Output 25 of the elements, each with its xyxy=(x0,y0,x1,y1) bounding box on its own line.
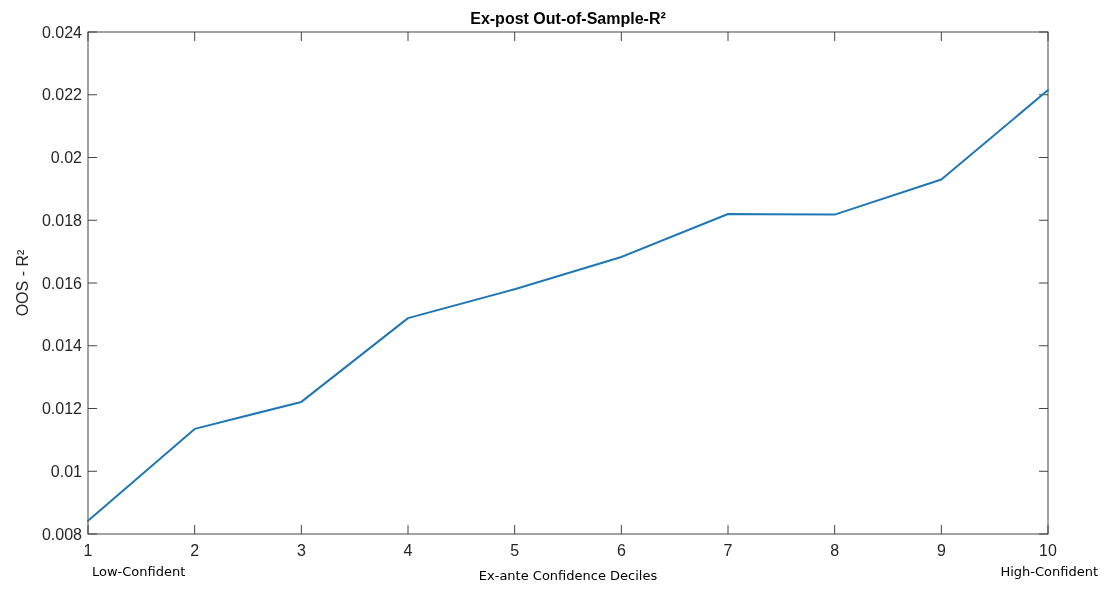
x-tick-label: 9 xyxy=(936,542,946,559)
x-tick-label: 3 xyxy=(296,542,306,559)
x-tick-label: 2 xyxy=(190,542,200,559)
y-tick-label: 0.024 xyxy=(41,23,83,41)
y-tick-label: 0.012 xyxy=(41,400,83,418)
x-axis-title: Ex-ante Confidence Deciles xyxy=(478,568,658,583)
y-tick-label: 0.018 xyxy=(41,211,83,229)
y-axis-title: OOS - R² xyxy=(14,249,31,317)
x-tick-label: 10 xyxy=(1039,542,1057,559)
text: High-Confident xyxy=(1000,564,1098,579)
y-tick-label: 0.02 xyxy=(50,149,83,167)
x-tick-label: 8 xyxy=(830,542,840,559)
y-tick-label: 0.008 xyxy=(41,525,83,543)
x-tick-label: 1 xyxy=(83,542,93,559)
y-tick-label: 0.014 xyxy=(41,337,83,355)
chart-title: Ex-post Out-of-Sample-R² xyxy=(470,10,666,27)
x-tick-label: 7 xyxy=(723,542,733,559)
x-tick-label: 4 xyxy=(403,542,413,559)
x-tick-label: 5 xyxy=(510,542,520,559)
line-series xyxy=(87,89,1049,522)
x-tick-label: 6 xyxy=(616,542,626,559)
y-tick-label: 0.022 xyxy=(41,86,83,104)
y-tick-label: 0.016 xyxy=(41,274,83,292)
text: Low-Confident xyxy=(92,564,186,579)
y-tick-label: 0.01 xyxy=(50,462,83,480)
